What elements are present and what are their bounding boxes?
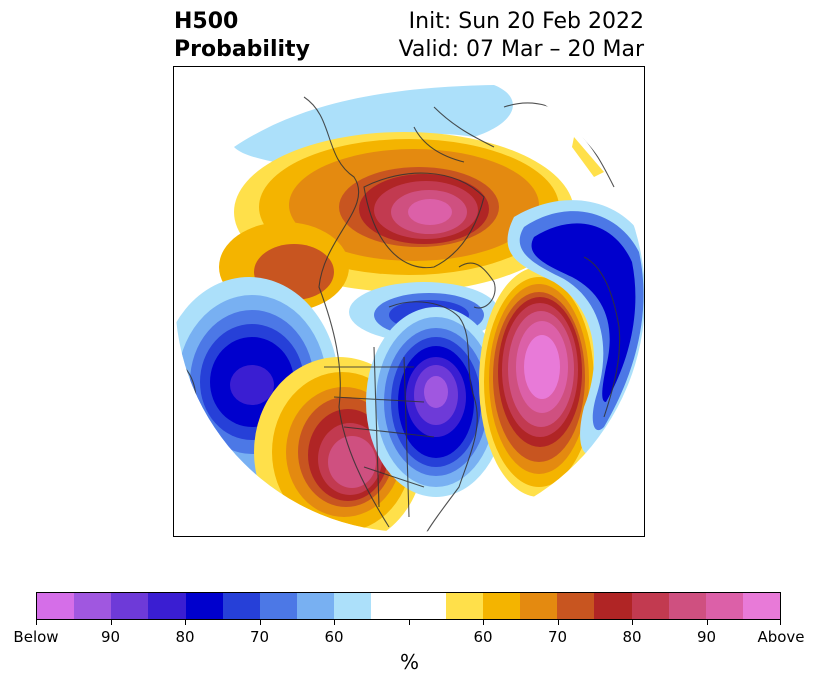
colorbar-tick-label: 70 <box>249 628 270 646</box>
title-variable: H500 <box>174 9 239 34</box>
colorbar-segment <box>631 593 669 619</box>
colorbar-tick <box>185 620 186 625</box>
central-atlantic-above-region <box>479 267 599 497</box>
colorbar-segment <box>408 593 446 619</box>
colorbar-tick <box>483 620 484 625</box>
colorbar-segment <box>148 593 186 619</box>
colorbar-tick-label: 70 <box>547 628 568 646</box>
colorbar <box>36 592 781 620</box>
colorbar-segment <box>668 593 706 619</box>
eastern-north-america-below-region <box>366 307 506 497</box>
colorbar-segment <box>371 593 409 619</box>
map-title: H500 Probability <box>174 8 310 64</box>
probability-map <box>173 66 645 537</box>
forecast-dates: Init: Sun 20 Feb 2022 Valid: 07 Mar – 20… <box>399 8 644 64</box>
colorbar-segment <box>705 593 743 619</box>
colorbar-tick-label: 90 <box>696 628 717 646</box>
colorbar-tick-label: 60 <box>473 628 493 646</box>
colorbar-unit: % <box>399 650 419 674</box>
colorbar-segment <box>74 593 112 619</box>
colorbar-labels: Below 90 80 70 60 60 70 80 90 Above <box>13 628 804 648</box>
colorbar-tick <box>259 620 261 625</box>
colorbar-tick <box>408 620 410 625</box>
colorbar-segment <box>37 593 75 619</box>
colorbar-tick-label: Below <box>13 628 59 646</box>
colorbar-segment <box>185 593 223 619</box>
colorbar-tick <box>110 620 112 625</box>
colorbar-tick-label: 90 <box>100 628 121 646</box>
colorbar-tick <box>334 620 335 625</box>
colorbar-tick <box>780 620 781 625</box>
map-canvas <box>175 67 644 532</box>
colorbar-segment <box>259 593 298 619</box>
colorbar-segment <box>482 593 521 619</box>
colorbar-tick-label: 80 <box>175 628 195 646</box>
colorbar-segment <box>445 593 483 619</box>
colorbar-tick <box>36 620 37 625</box>
title-product: Probability <box>174 37 310 62</box>
colorbar-tick-label: Above <box>757 628 805 646</box>
colorbar-segment <box>557 593 595 619</box>
colorbar-segment <box>742 593 781 619</box>
colorbar-segment <box>111 593 149 619</box>
colorbar-segment <box>222 593 260 619</box>
arctic-below-region <box>234 85 513 167</box>
colorbar-ticks <box>36 620 781 630</box>
init-date: Init: Sun 20 Feb 2022 <box>408 9 644 34</box>
colorbar-tick-label: 80 <box>622 628 642 646</box>
colorbar-tick <box>706 620 708 625</box>
valid-range: Valid: 07 Mar – 20 Mar <box>398 37 644 62</box>
north-atlantic-below-region <box>507 200 644 455</box>
colorbar-tick <box>557 620 559 625</box>
colorbar-tick <box>632 620 633 625</box>
colorbar-segment <box>297 593 335 619</box>
colorbar-segment <box>520 593 558 619</box>
colorbar-segment <box>334 593 372 619</box>
colorbar-segment <box>594 593 632 619</box>
colorbar-tick-label: 60 <box>324 628 344 646</box>
